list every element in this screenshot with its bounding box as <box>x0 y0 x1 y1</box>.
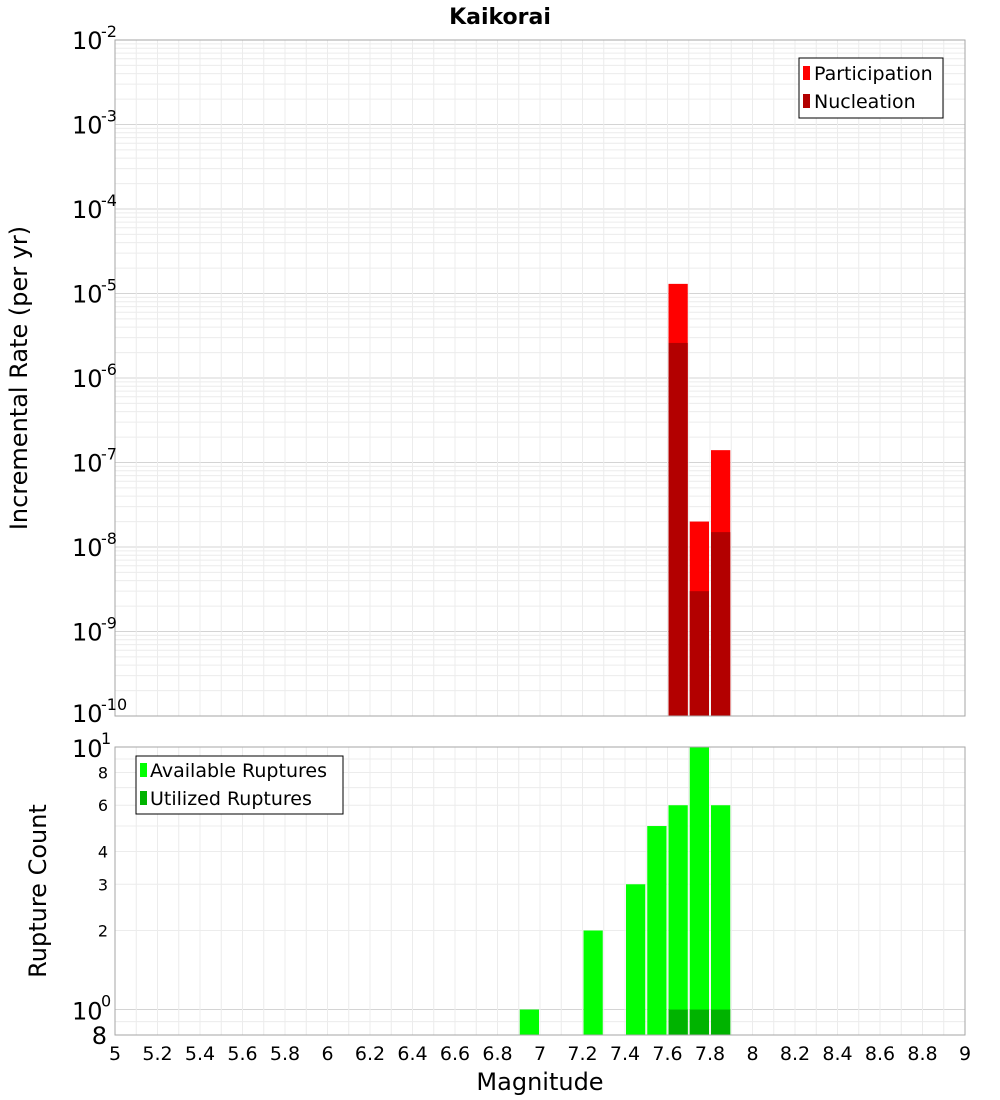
bottom-y-axis-label: Rupture Count <box>24 804 52 978</box>
legend-nucleation-label: Nucleation <box>814 91 916 113</box>
top-legend: Participation Nucleation <box>798 57 944 119</box>
legend-available-label: Available Ruptures <box>150 760 327 782</box>
x-tick-label: 6.8 <box>482 1043 512 1065</box>
x-tick-label: 5.8 <box>270 1043 300 1065</box>
available-rupture-bar <box>668 805 688 1035</box>
legend-participation-label: Participation <box>814 63 933 85</box>
top-y-axis-label: Incremental Rate (per yr) <box>5 226 33 530</box>
y-tick-label: 4 <box>98 842 108 861</box>
y-tick-label: 10 <box>72 196 103 224</box>
y-tick-label: 10 <box>72 27 103 55</box>
legend-utilized-label: Utilized Ruptures <box>150 788 312 810</box>
available-rupture-bar <box>583 930 603 1035</box>
x-tick-label: 8 <box>746 1043 758 1065</box>
x-tick-label: 6.6 <box>440 1043 470 1065</box>
x-tick-label: 9 <box>959 1043 971 1065</box>
legend-nucleation-swatch <box>803 94 810 108</box>
y-tick-label: 10 <box>72 365 103 393</box>
x-tick-label: 5.6 <box>227 1043 257 1065</box>
y-tick-label: 10 <box>72 998 103 1026</box>
y-tick-label: 10 <box>72 112 103 140</box>
x-tick-label: 7 <box>534 1043 546 1065</box>
y-tick-label: 3 <box>98 875 108 894</box>
x-tick-label: 7.6 <box>652 1043 682 1065</box>
y-tick-label: 10 <box>72 534 103 562</box>
x-tick-label: 5.4 <box>185 1043 215 1065</box>
top-y-ticks: 10-210-310-410-510-610-710-810-910-10 <box>72 22 127 728</box>
y-tick-label: 8 <box>92 1022 107 1050</box>
chart-title: Kaikorai <box>449 5 551 30</box>
y-tick-exponent: -10 <box>101 695 127 714</box>
x-tick-label: 6.2 <box>355 1043 385 1065</box>
y-tick-exponent: -6 <box>101 360 117 379</box>
bottom-plot-frame <box>114 746 966 1036</box>
legend-utilized-swatch <box>140 791 147 805</box>
available-rupture-bar <box>711 805 731 1035</box>
y-tick-label: 10 <box>72 700 103 728</box>
x-tick-label: 7.4 <box>610 1043 640 1065</box>
x-tick-label: 5 <box>109 1043 121 1065</box>
y-tick-label: 10 <box>72 619 103 647</box>
y-tick-exponent: -8 <box>101 529 117 548</box>
top-bars <box>668 283 731 716</box>
y-tick-exponent: 0 <box>101 992 111 1011</box>
utilized-rupture-bar <box>711 1009 731 1035</box>
x-tick-label: 6.4 <box>397 1043 427 1065</box>
nucleation-bar <box>689 591 709 716</box>
y-tick-exponent: -5 <box>101 276 117 295</box>
x-tick-label: 8.6 <box>865 1043 895 1065</box>
y-tick-exponent: 1 <box>101 729 111 748</box>
x-tick-label: 7.2 <box>567 1043 597 1065</box>
utilized-rupture-bar <box>689 1009 709 1035</box>
utilized-rupture-bar <box>668 1009 688 1035</box>
x-tick-label: 7.8 <box>695 1043 725 1065</box>
y-tick-label: 10 <box>72 281 103 309</box>
y-tick-label: 6 <box>98 796 108 815</box>
y-tick-exponent: -9 <box>101 614 117 633</box>
x-tick-label: 8.2 <box>780 1043 810 1065</box>
y-tick-label: 2 <box>98 922 108 941</box>
available-rupture-bar <box>647 826 667 1035</box>
x-tick-label: 8.4 <box>822 1043 852 1065</box>
y-tick-exponent: -4 <box>101 191 117 210</box>
x-ticks: 5 5.2 5.4 5.6 5.8 6 6.2 6.4 6.6 6.8 7 7.2 7.4 7.6 7.8 8… <box>109 1043 971 1065</box>
y-tick-exponent: -3 <box>101 107 117 126</box>
available-rupture-bar <box>689 747 709 1035</box>
top-grid <box>114 40 966 717</box>
nucleation-bar <box>711 532 731 716</box>
x-axis-label: Magnitude <box>476 1068 603 1096</box>
x-tick-label: 5.2 <box>142 1043 172 1065</box>
y-tick-label: 8 <box>98 763 108 782</box>
y-tick-exponent: -2 <box>101 22 117 41</box>
y-tick-label: 10 <box>72 450 103 478</box>
x-tick-label: 6 <box>321 1043 333 1065</box>
available-rupture-bar <box>519 1009 539 1035</box>
nucleation-bar <box>668 342 688 716</box>
legend-available-swatch <box>140 763 147 777</box>
bottom-bars <box>519 747 731 1035</box>
x-tick-label: 8.8 <box>907 1043 937 1065</box>
legend-participation-swatch <box>803 66 810 80</box>
bottom-legend: Available Ruptures Utilized Ruptures <box>135 755 344 815</box>
y-tick-exponent: -7 <box>101 445 117 464</box>
y-tick-label: 10 <box>72 735 103 763</box>
top-plot-frame <box>114 39 966 717</box>
available-rupture-bar <box>626 884 646 1035</box>
